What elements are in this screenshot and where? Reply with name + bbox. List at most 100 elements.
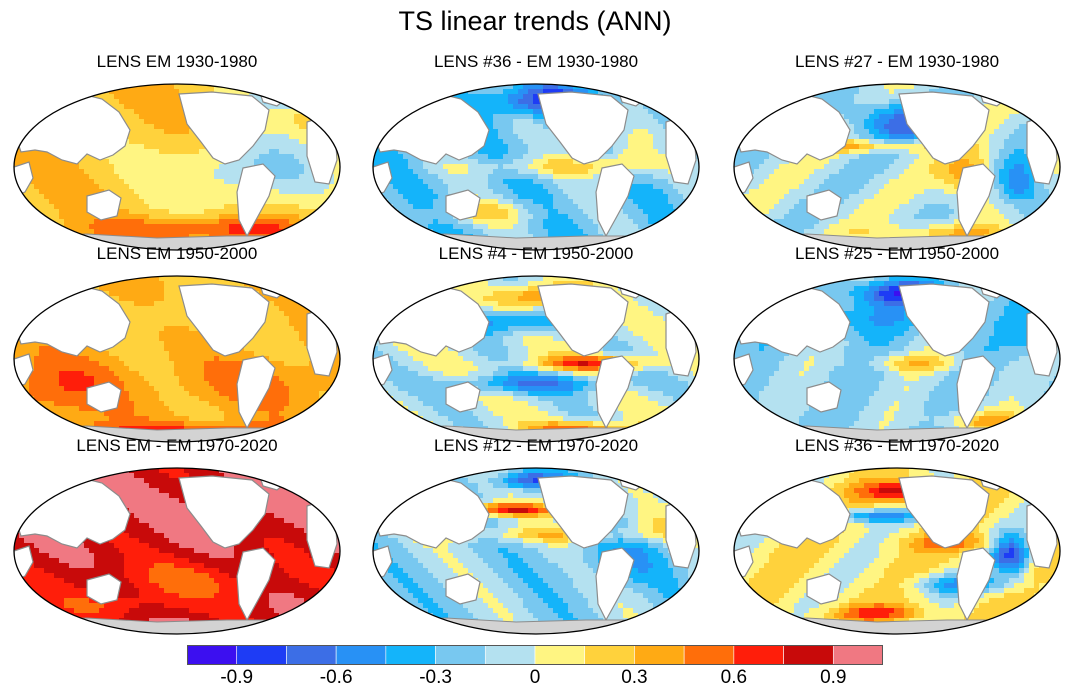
trend-cell: [693, 204, 699, 210]
trend-cell: [179, 219, 185, 225]
trend-cell: [543, 84, 549, 90]
trend-cell: [39, 184, 45, 190]
trend-cell: [924, 89, 930, 95]
trend-cell: [398, 164, 404, 170]
trend-cell: [1044, 94, 1050, 100]
trend-cell: [538, 84, 544, 90]
trend-cell: [383, 84, 389, 90]
trend-cell: [54, 99, 60, 105]
trend-cell: [959, 89, 965, 95]
trend-cell: [134, 164, 140, 170]
trend-cell: [114, 154, 120, 160]
trend-cell: [79, 164, 85, 170]
trend-cell: [934, 89, 940, 95]
trend-cell: [149, 199, 155, 205]
trend-cell: [289, 189, 295, 195]
trend-cell: [894, 109, 900, 115]
trend-cell: [543, 154, 549, 160]
trend-cell: [34, 229, 40, 235]
trend-cell: [149, 214, 155, 220]
trend-cell: [284, 234, 290, 240]
trend-cell: [588, 164, 594, 170]
trend-cell: [633, 159, 639, 165]
trend-cell: [393, 89, 399, 95]
trend-cell: [398, 199, 404, 205]
trend-cell: [423, 214, 429, 220]
trend-cell: [814, 94, 820, 100]
trend-cell: [653, 149, 659, 155]
trend-cell: [309, 219, 315, 225]
trend-cell: [648, 109, 654, 115]
trend-cell: [189, 204, 195, 210]
trend-cell: [453, 164, 459, 170]
trend-cell: [284, 164, 290, 170]
trend-cell: [618, 149, 624, 155]
trend-cell: [139, 119, 145, 125]
trend-cell: [643, 144, 649, 150]
trend-cell: [774, 89, 780, 95]
trend-cell: [759, 94, 765, 100]
trend-cell: [493, 214, 499, 220]
trend-cell: [774, 99, 780, 105]
trend-cell: [114, 94, 120, 100]
trend-cell: [284, 149, 290, 155]
trend-cell: [383, 204, 389, 210]
trend-cell: [523, 119, 529, 125]
trend-cell: [109, 89, 115, 95]
trend-cell: [1029, 94, 1035, 100]
trend-cell: [109, 224, 115, 230]
trend-cell: [94, 189, 100, 195]
trend-cell: [1019, 104, 1025, 110]
trend-cell: [588, 199, 594, 205]
trend-cell: [134, 109, 140, 115]
trend-cell: [279, 149, 285, 155]
trend-cell: [498, 179, 504, 185]
trend-cell: [588, 189, 594, 195]
trend-cell: [899, 84, 905, 90]
trend-cell: [438, 184, 444, 190]
trend-cell: [1029, 89, 1035, 95]
trend-cell: [99, 229, 105, 235]
trend-cell: [249, 149, 255, 155]
trend-cell: [543, 209, 549, 215]
trend-cell: [334, 224, 340, 230]
trend-cell: [518, 219, 524, 225]
trend-cell: [603, 154, 609, 160]
trend-cell: [59, 174, 65, 180]
trend-cell: [433, 84, 439, 90]
trend-cell: [578, 219, 584, 225]
trend-cell: [433, 214, 439, 220]
trend-cell: [403, 199, 409, 205]
trend-cell: [24, 214, 30, 220]
trend-cell: [19, 109, 25, 115]
trend-cell: [194, 139, 200, 145]
trend-cell: [483, 189, 489, 195]
trend-cell: [264, 144, 270, 150]
trend-cell: [214, 229, 220, 235]
trend-cell: [1034, 114, 1040, 120]
trend-cell: [698, 109, 699, 115]
trend-cell: [613, 154, 619, 160]
trend-cell: [553, 159, 559, 165]
trend-cell: [334, 214, 340, 220]
trend-cell: [623, 89, 629, 95]
trend-cell: [19, 154, 25, 160]
land-mass: [537, 91, 629, 165]
trend-cell: [314, 114, 320, 120]
trend-cell: [698, 219, 699, 225]
trend-cell: [239, 229, 245, 235]
trend-cell: [149, 149, 155, 155]
trend-cell: [598, 89, 604, 95]
trend-cell: [279, 214, 285, 220]
trend-cell: [194, 199, 200, 205]
trend-cell: [159, 84, 165, 90]
trend-cell: [19, 99, 25, 105]
trend-cell: [294, 209, 300, 215]
trend-cell: [408, 189, 414, 195]
trend-cell: [393, 194, 399, 200]
trend-cell: [274, 199, 280, 205]
trend-cell: [638, 209, 644, 215]
trend-cell: [229, 224, 235, 230]
trend-cell: [954, 84, 960, 90]
trend-cell: [533, 99, 539, 105]
